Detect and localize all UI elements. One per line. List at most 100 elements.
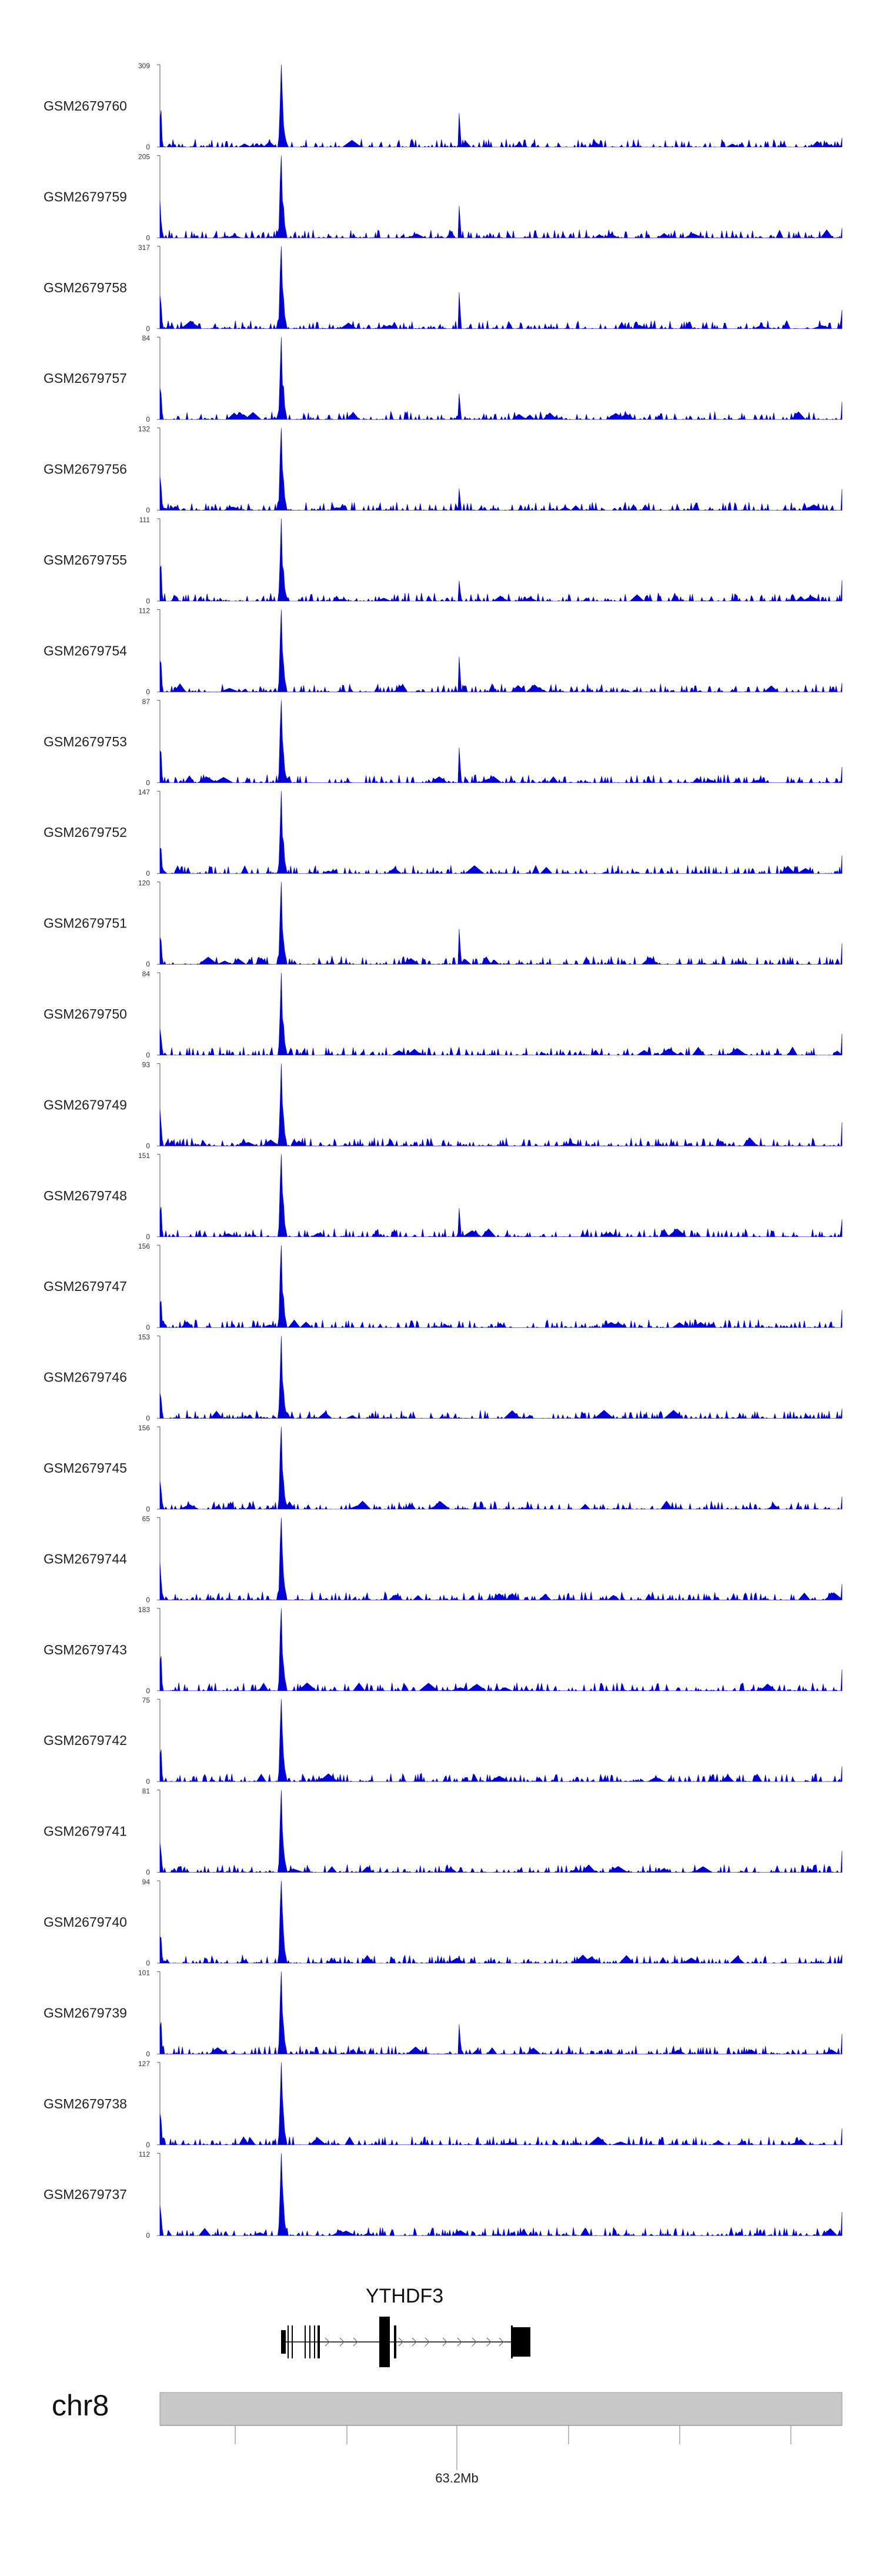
strand-arrow — [457, 2337, 462, 2347]
track-signal — [159, 2153, 843, 2237]
strand-arrow — [412, 2337, 417, 2347]
track-signal — [159, 791, 843, 875]
track-ymax-label: 93 — [142, 1060, 151, 1069]
track-label: GSM2679751 — [44, 916, 127, 931]
gene-exon — [305, 2325, 306, 2358]
track-GSM2679744: GSM2679744 65 0 — [44, 1514, 843, 1604]
track-label: GSM2679742 — [44, 1733, 127, 1748]
track-ymin-label: 0 — [146, 325, 150, 333]
track-ymin-label: 0 — [146, 1051, 150, 1059]
strand-arrow — [486, 2337, 492, 2347]
track-GSM2679743: GSM2679743 183 0 — [44, 1606, 843, 1695]
track-GSM2679740: GSM2679740 94 0 — [44, 1878, 843, 1967]
track-GSM2679749: GSM2679749 93 0 — [44, 1060, 843, 1150]
track-signal — [159, 972, 843, 1056]
strand-arrow — [442, 2337, 447, 2347]
strand-arrow — [325, 2337, 330, 2347]
strand-arrow — [353, 2337, 358, 2347]
gene-exon — [511, 2325, 513, 2358]
track-ymax-label: 84 — [142, 334, 151, 342]
track-label: GSM2679741 — [44, 1824, 127, 1839]
strand-arrow — [472, 2337, 477, 2347]
gene-exon — [288, 2325, 289, 2358]
track-ymin-label: 0 — [146, 1323, 150, 1332]
track-GSM2679738: GSM2679738 127 0 — [44, 2060, 843, 2149]
track-ymin-label: 0 — [146, 143, 150, 151]
track-GSM2679739: GSM2679739 101 0 — [44, 1968, 843, 2058]
track-signal — [159, 246, 843, 329]
track-GSM2679741: GSM2679741 81 0 — [44, 1787, 843, 1877]
track-GSM2679757: GSM2679757 84 0 — [44, 334, 843, 423]
track-signal — [159, 1063, 843, 1147]
strand-arrow — [339, 2337, 345, 2347]
track-ymin-label: 0 — [146, 597, 150, 605]
track-GSM2679737: GSM2679737 112 0 — [44, 2150, 843, 2240]
track-label: GSM2679748 — [44, 1188, 127, 1203]
track-GSM2679754: GSM2679754 112 0 — [44, 606, 843, 696]
track-signal — [159, 337, 843, 421]
track-signal — [159, 1245, 843, 1329]
track-ymax-label: 156 — [138, 1424, 150, 1432]
track-ymin-label: 0 — [146, 779, 150, 787]
track-ymax-label: 317 — [138, 243, 150, 252]
track-ymax-label: 101 — [138, 1968, 150, 1977]
track-ymax-label: 127 — [138, 2060, 150, 2068]
track-ymax-label: 84 — [142, 970, 151, 978]
track-ymin-label: 0 — [146, 960, 150, 969]
gene-label: YTHDF3 — [366, 2285, 443, 2307]
track-signal — [159, 1971, 843, 2055]
track-GSM2679747: GSM2679747 156 0 — [44, 1242, 843, 1332]
track-label: GSM2679755 — [44, 552, 127, 568]
track-label: GSM2679747 — [44, 1279, 127, 1294]
track-label: GSM2679750 — [44, 1006, 127, 1022]
track-ymax-label: 183 — [138, 1606, 150, 1614]
track-GSM2679750: GSM2679750 84 0 — [44, 970, 843, 1059]
gene-exon — [292, 2325, 293, 2358]
track-ymax-label: 112 — [139, 2150, 150, 2158]
strand-arrow — [398, 2337, 403, 2347]
track-signal — [159, 1426, 843, 1510]
track-label: GSM2679753 — [44, 734, 127, 749]
track-label: GSM2679746 — [44, 1370, 127, 1385]
track-label: GSM2679740 — [44, 1914, 127, 1930]
track-GSM2679742: GSM2679742 75 0 — [44, 1696, 843, 1786]
track-ymax-label: 156 — [138, 1242, 150, 1250]
track-GSM2679746: GSM2679746 153 0 — [44, 1333, 843, 1423]
track-GSM2679760: GSM2679760 309 0 — [44, 62, 843, 151]
track-ymax-label: 81 — [142, 1787, 151, 1796]
track-ymin-label: 0 — [146, 2231, 150, 2240]
gene-exon — [318, 2325, 320, 2358]
track-ymax-label: 75 — [142, 1696, 151, 1704]
track-ymin-label: 0 — [146, 869, 150, 877]
track-ymin-label: 0 — [146, 233, 150, 242]
track-label: GSM2679754 — [44, 643, 127, 658]
track-label: GSM2679749 — [44, 1097, 127, 1112]
track-label: GSM2679744 — [44, 1551, 127, 1566]
track-ymax-label: 112 — [139, 606, 150, 615]
gene-exon — [394, 2325, 396, 2358]
track-signal — [159, 1154, 843, 1237]
track-ymax-label: 151 — [138, 1152, 150, 1160]
track-label: GSM2679759 — [44, 189, 127, 204]
strand-arrow — [425, 2337, 430, 2347]
track-GSM2679755: GSM2679755 111 0 — [44, 516, 843, 605]
track-GSM2679752: GSM2679752 147 0 — [44, 788, 843, 877]
track-label: GSM2679756 — [44, 462, 127, 477]
gene-annotation: YTHDF3 — [281, 2285, 530, 2367]
track-ymin-label: 0 — [146, 1596, 150, 1604]
track-label: GSM2679752 — [44, 825, 127, 840]
track-GSM2679751: GSM2679751 120 0 — [44, 879, 843, 969]
track-ymax-label: 87 — [142, 698, 151, 706]
track-ymin-label: 0 — [146, 1777, 150, 1786]
track-signal — [159, 1336, 843, 1419]
track-ymin-label: 0 — [146, 2141, 150, 2149]
track-ymin-label: 0 — [146, 415, 150, 423]
chromosome-ideogram — [159, 2392, 843, 2426]
track-signal — [159, 1517, 843, 1601]
track-GSM2679753: GSM2679753 87 0 — [44, 698, 843, 787]
track-ymax-label: 120 — [138, 879, 150, 887]
track-ymin-label: 0 — [146, 1505, 150, 1513]
track-signal — [159, 64, 843, 148]
gene-exon — [379, 2317, 390, 2367]
track-signal — [159, 609, 843, 693]
